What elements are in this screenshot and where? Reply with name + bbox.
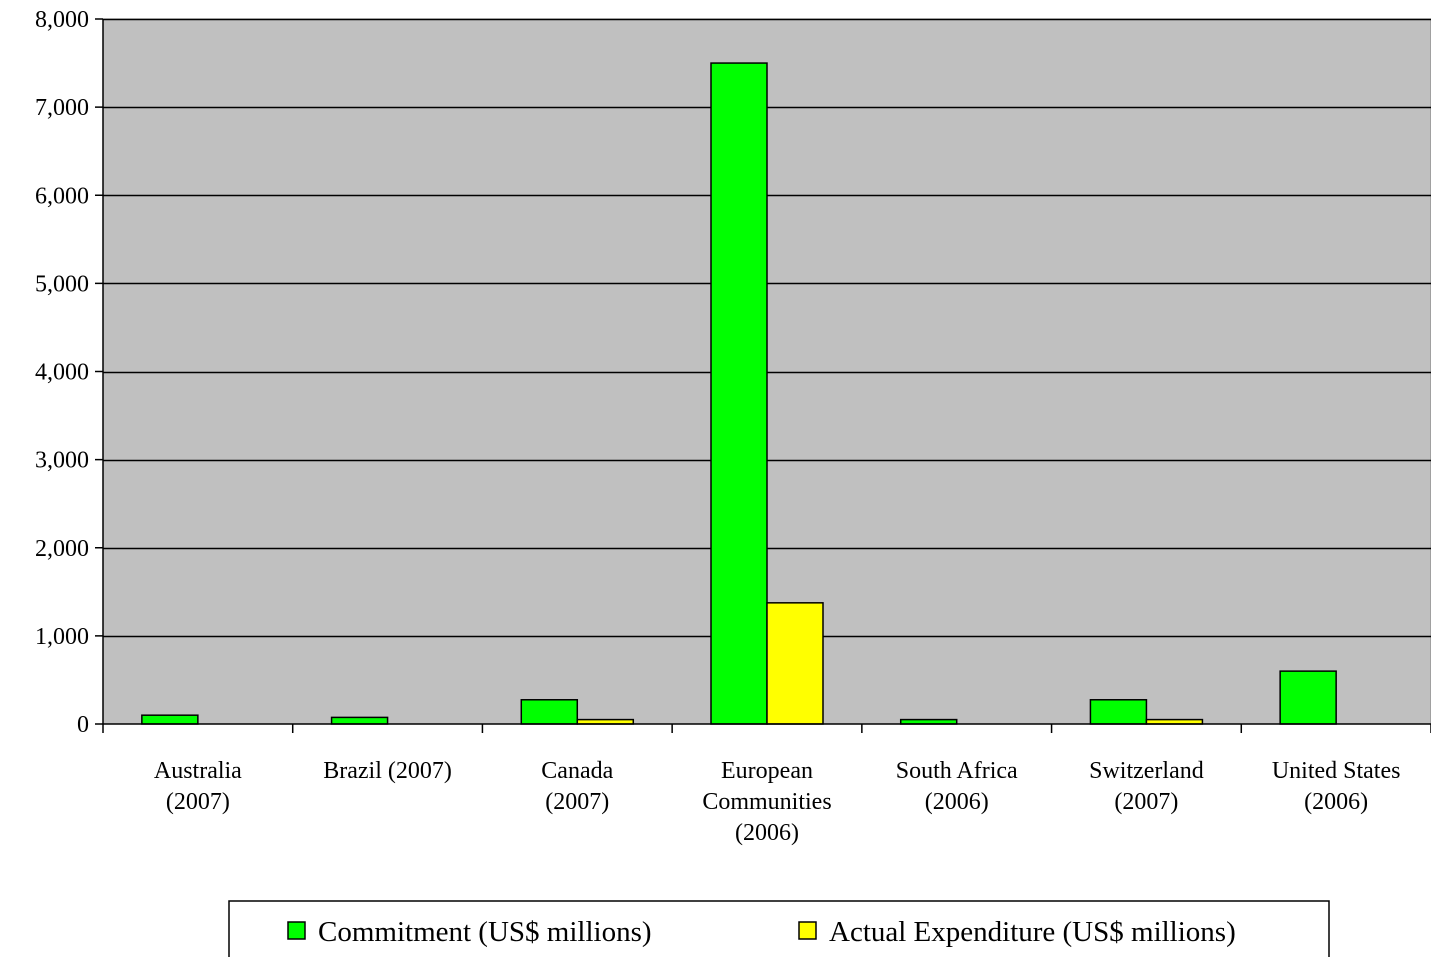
y-axis-ticks: 0 1,000 2,000 3,000 4,000 5,000 6,000 7,000 8,00… <box>35 7 103 738</box>
bar-commitment <box>1089 699 1148 725</box>
y-tick-label: 4,000 <box>35 360 89 386</box>
y-tick-label: 1,000 <box>35 624 89 650</box>
x-tick-label: United States (2006) <box>1272 758 1401 815</box>
bars <box>141 62 1337 725</box>
legend-box <box>228 900 1330 957</box>
x-tick-label: Canada (2007) <box>541 758 613 815</box>
y-tick-label: 6,000 <box>35 183 89 209</box>
legend-swatch <box>798 921 817 940</box>
y-tick-label: 2,000 <box>35 536 89 562</box>
bar-actual-expenditure <box>766 602 824 725</box>
x-axis-ticks: Australia (2007) Brazil (2007) Canada (2007)… <box>102 724 1431 846</box>
bar-commitment <box>1279 670 1337 725</box>
legend-label: Commitment (US$ millions) <box>318 916 652 948</box>
y-tick-label: 0 <box>77 712 89 738</box>
legend-swatch <box>287 921 306 940</box>
y-tick-label: 8,000 <box>35 7 89 33</box>
bar-commitment <box>330 716 389 725</box>
y-tick-label: 7,000 <box>35 95 89 121</box>
bar-commitment <box>520 699 579 725</box>
y-tick-label: 5,000 <box>35 271 89 297</box>
x-tick-label: Brazil (2007) <box>323 758 452 784</box>
x-tick-label: Australia (2007) <box>154 758 242 815</box>
x-tick-label: European Communities (2006) <box>702 758 831 846</box>
y-tick-label: 3,000 <box>35 448 89 474</box>
legend: Commitment (US$ millions) Actual Expendit… <box>228 900 1330 957</box>
x-tick-label: South Africa (2006) <box>896 758 1018 815</box>
bar-commitment <box>710 62 768 725</box>
x-tick-label: Switzerland (2007) <box>1089 758 1204 815</box>
legend-label: Actual Expenditure (US$ millions) <box>829 916 1236 948</box>
bar-commitment <box>141 714 199 725</box>
